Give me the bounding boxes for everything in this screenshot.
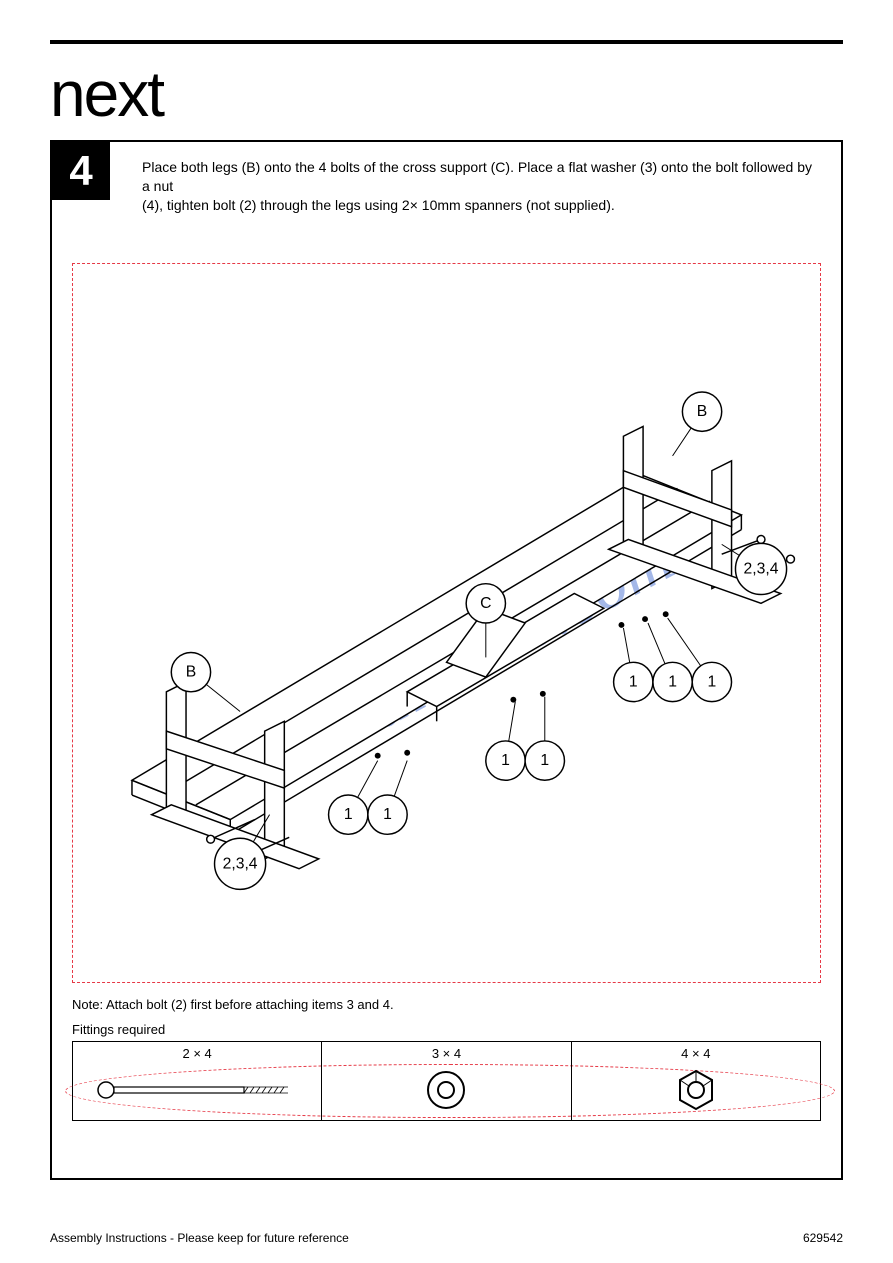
fittings-required-label: Fittings required: [72, 1022, 821, 1037]
callout-label-one_d: 1: [540, 752, 549, 769]
callout-label-one_g: 1: [708, 673, 717, 690]
callout-label-one_c: 1: [501, 752, 510, 769]
callout-label-two_three_four_left: 2,3,4: [223, 855, 258, 872]
fitting-washer-cell: 3 × 4: [322, 1042, 571, 1120]
fitting-nut-label: 4 × 4: [681, 1046, 710, 1061]
step-instruction: Place both legs (B) onto the 4 bolts of …: [142, 158, 821, 215]
callout-label-B_right: B: [697, 403, 707, 420]
fitting-bolt-label: 2 × 4: [183, 1046, 212, 1061]
footer-right: 629542: [803, 1231, 843, 1245]
callout-label-B_left: B: [186, 663, 196, 680]
footer-left: Assembly Instructions - Please keep for …: [50, 1231, 349, 1245]
callout-label-C_center: C: [480, 595, 491, 612]
step-line-1: Place both legs (B) onto the 4 bolts of …: [142, 158, 821, 196]
diagram-svg: manualshive.com: [73, 264, 820, 982]
top-rule: [50, 40, 843, 44]
callout-label-one_b: 1: [383, 806, 392, 823]
step-line-2: (4), tighten bolt (2) through the legs u…: [142, 196, 821, 215]
callout-label-one_a: 1: [344, 806, 353, 823]
callout-label-two_three_four_right: 2,3,4: [744, 560, 779, 577]
assembly-diagram: manualshive.com: [72, 263, 821, 983]
bolt-icon: [73, 1061, 321, 1120]
page-footer: Assembly Instructions - Please keep for …: [50, 1231, 843, 1245]
fitting-nut-cell: 4 × 4: [572, 1042, 820, 1120]
callout-label-one_f: 1: [668, 673, 677, 690]
fitting-washer-label: 3 × 4: [432, 1046, 461, 1061]
washer-icon: [322, 1061, 570, 1120]
fitting-bolt-cell: 2 × 4: [73, 1042, 322, 1120]
main-frame: 4 Place both legs (B) onto the 4 bolts o…: [50, 140, 843, 1180]
step-number: 4: [69, 147, 92, 195]
nut-icon: [572, 1061, 820, 1120]
step-number-box: 4: [52, 142, 110, 200]
callout-label-one_e: 1: [629, 673, 638, 690]
assembly-note: Note: Attach bolt (2) first before attac…: [72, 997, 821, 1012]
fittings-row: 2 × 4: [72, 1041, 821, 1121]
page: next 4 Place both legs (B) onto the 4 bo…: [0, 0, 893, 1263]
seat-top: [132, 475, 741, 834]
brand-logo: next: [50, 62, 843, 126]
